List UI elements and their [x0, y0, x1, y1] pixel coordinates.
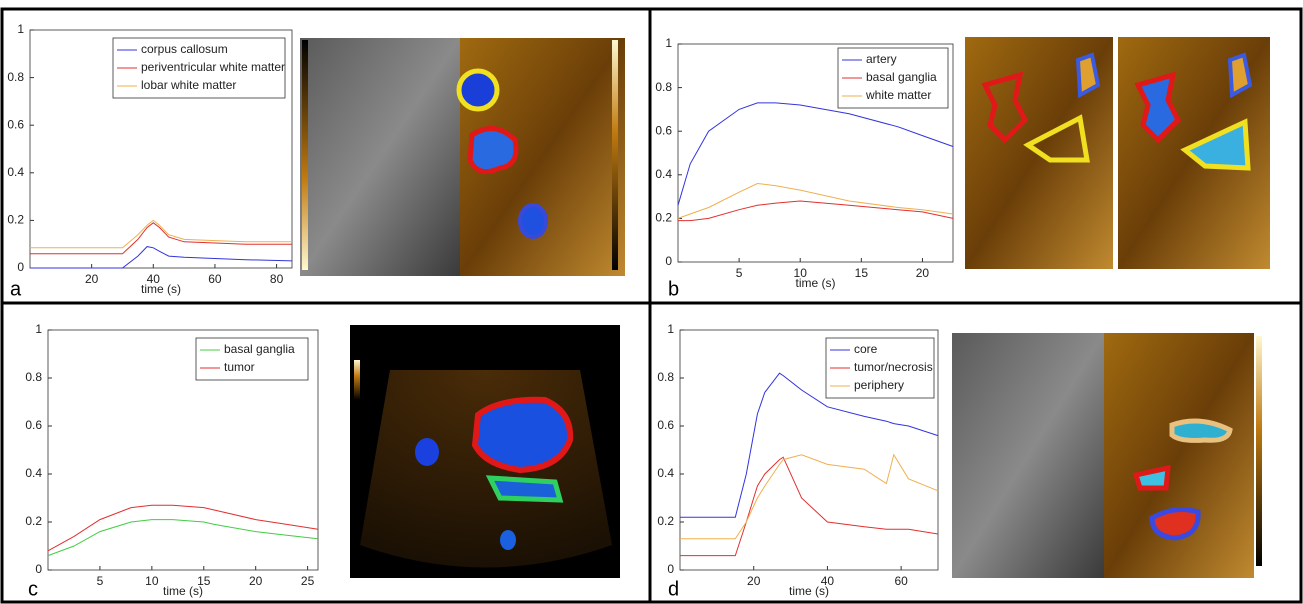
y-tick-label: 0.8	[657, 370, 674, 384]
legend-label: basal ganglia	[866, 70, 937, 84]
y-tick-label: 0.4	[657, 466, 674, 480]
y-tick-label: 0.4	[25, 466, 42, 480]
x-tick-label: 60	[894, 574, 908, 588]
x-tick-label: 15	[855, 266, 869, 280]
panel-label: b	[668, 278, 679, 300]
y-tick-label: 1	[35, 322, 42, 336]
y-tick-label: 0	[35, 562, 42, 576]
y-tick-label: 0	[667, 562, 674, 576]
legend-label: corpus callosum	[141, 42, 228, 56]
ultrasound-image-a	[300, 38, 625, 276]
y-tick-label: 0.4	[655, 167, 672, 181]
y-tick-label: 0.8	[25, 370, 42, 384]
x-axis-label: time (s)	[141, 282, 181, 296]
legend-label: lobar white matter	[141, 78, 236, 92]
y-tick-label: 0.6	[25, 418, 42, 432]
y-tick-label: 0.4	[7, 165, 24, 179]
legend-label: tumor/necrosis	[854, 360, 933, 374]
panel-label: d	[668, 578, 679, 600]
y-tick-label: 0.2	[655, 211, 672, 225]
x-tick-label: 80	[270, 272, 284, 286]
legend-label: artery	[866, 52, 897, 66]
y-tick-label: 0	[665, 254, 672, 268]
legend-label: basal ganglia	[224, 342, 295, 356]
ultrasound-image-b	[965, 37, 1270, 269]
x-tick-label: 25	[301, 574, 315, 588]
y-tick-label: 1	[667, 322, 674, 336]
x-tick-label: 20	[85, 272, 99, 286]
x-tick-label: 20	[916, 266, 930, 280]
panel-label: c	[28, 578, 38, 600]
y-tick-label: 0.2	[657, 514, 674, 528]
x-axis-label: time (s)	[163, 584, 203, 598]
y-tick-label: 0.6	[657, 418, 674, 432]
legend-label: white matter	[865, 88, 931, 102]
legend-label: periventricular white matter	[141, 60, 285, 74]
x-tick-label: 20	[249, 574, 263, 588]
y-tick-label: 0.6	[7, 117, 24, 131]
y-tick-label: 0.6	[655, 123, 672, 137]
legend-label: tumor	[224, 360, 255, 374]
y-tick-label: 1	[17, 22, 24, 36]
figure: 00.20.40.60.8120406080time (s)acorpus ca…	[0, 0, 1303, 604]
x-axis-label: time (s)	[789, 584, 829, 598]
ultrasound-image-d	[952, 333, 1262, 578]
x-tick-label: 5	[736, 266, 743, 280]
x-axis-label: time (s)	[796, 276, 836, 290]
y-tick-label: 0.8	[655, 80, 672, 94]
x-tick-label: 20	[747, 574, 761, 588]
legend-label: periphery	[854, 378, 904, 392]
ultrasound-image-c	[350, 325, 620, 578]
y-tick-label: 0.2	[25, 514, 42, 528]
x-tick-label: 60	[208, 272, 222, 286]
y-tick-label: 0.2	[7, 213, 24, 227]
panel-label: a	[10, 278, 22, 300]
y-tick-label: 1	[665, 36, 672, 50]
y-tick-label: 0.8	[7, 70, 24, 84]
legend-label: core	[854, 342, 878, 356]
x-tick-label: 5	[97, 574, 104, 588]
x-tick-label: 10	[145, 574, 159, 588]
y-tick-label: 0	[17, 260, 24, 274]
